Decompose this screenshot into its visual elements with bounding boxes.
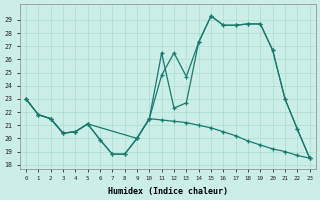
X-axis label: Humidex (Indice chaleur): Humidex (Indice chaleur)	[108, 187, 228, 196]
